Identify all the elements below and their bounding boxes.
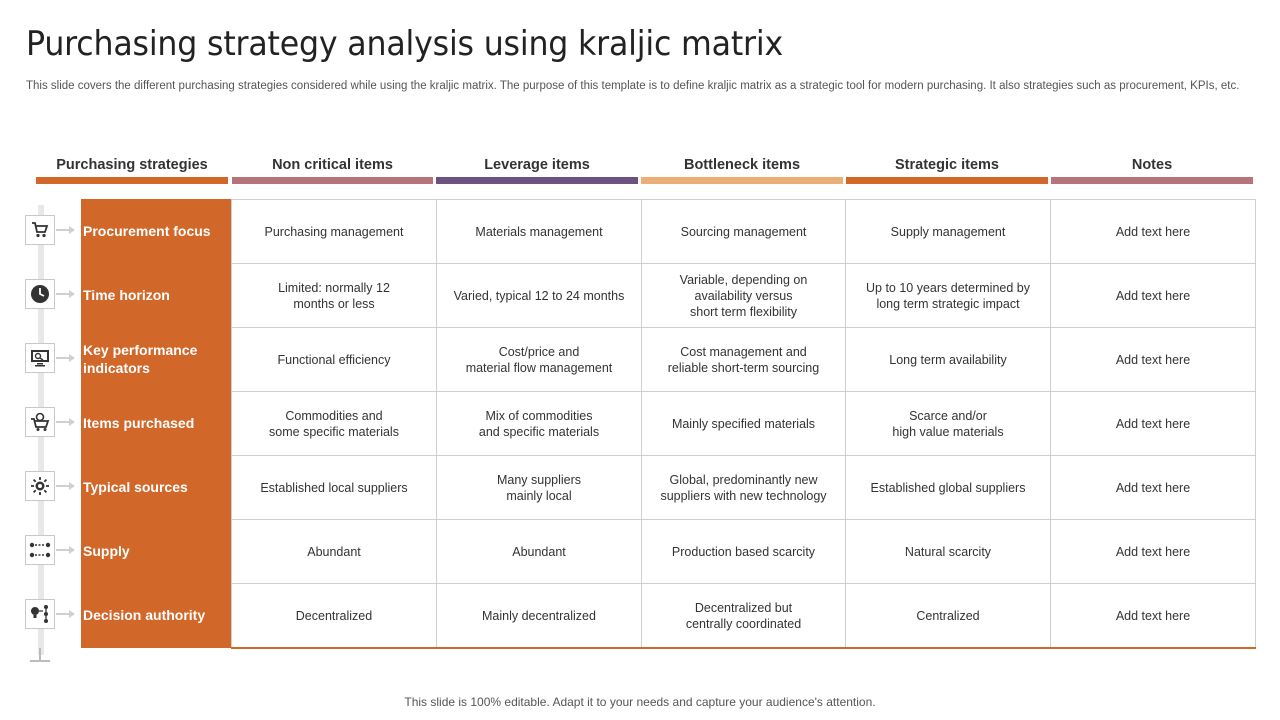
table-cell: Supply management bbox=[845, 199, 1051, 264]
column-header-bar bbox=[436, 177, 638, 184]
table-cell: Cost/price and material flow management bbox=[436, 327, 642, 392]
column-header: Strategic items bbox=[846, 150, 1048, 184]
column-header-label: Purchasing strategies bbox=[56, 157, 208, 173]
row-arrow-icon bbox=[69, 226, 75, 234]
column-header-bar bbox=[846, 177, 1048, 184]
timeline-base bbox=[30, 660, 50, 662]
notes-cell[interactable]: Add text here bbox=[1050, 263, 1256, 328]
notes-cell[interactable]: Add text here bbox=[1050, 391, 1256, 456]
row-connector bbox=[56, 229, 70, 231]
column-header-bar bbox=[641, 177, 843, 184]
table-cell: Functional efficiency bbox=[231, 327, 437, 392]
row-arrow-icon bbox=[69, 482, 75, 490]
table-cell: Up to 10 years determined by long term s… bbox=[845, 263, 1051, 328]
row-label: Supply bbox=[83, 543, 130, 559]
row-label: Procurement focus bbox=[83, 223, 211, 239]
kraljic-table: Purchasing management Materials managemen… bbox=[231, 199, 1256, 649]
table-cell: Mix of commodities and specific material… bbox=[436, 391, 642, 456]
notes-cell[interactable]: Add text here bbox=[1050, 327, 1256, 392]
table-cell: Sourcing management bbox=[641, 199, 846, 264]
table-cell: Purchasing management bbox=[231, 199, 437, 264]
notes-cell[interactable]: Add text here bbox=[1050, 199, 1256, 264]
column-header-label: Strategic items bbox=[895, 157, 999, 173]
flow-nodes-icon bbox=[25, 535, 55, 565]
column-header-bar bbox=[1051, 177, 1253, 184]
shopping-cart-icon bbox=[25, 407, 55, 437]
row-label: Items purchased bbox=[83, 415, 195, 431]
table-row: Functional efficiency Cost/price and mate… bbox=[231, 327, 1256, 392]
table-cell: Abundant bbox=[231, 519, 437, 584]
table-cell: Abundant bbox=[436, 519, 642, 584]
row-connector bbox=[56, 485, 70, 487]
table-row: Purchasing management Materials managemen… bbox=[231, 199, 1256, 264]
table-cell: Long term availability bbox=[845, 327, 1051, 392]
table-cell: Natural scarcity bbox=[845, 519, 1051, 584]
column-header: Leverage items bbox=[436, 150, 638, 184]
row-label: Decision authority bbox=[83, 607, 206, 623]
strategy-column bbox=[81, 199, 231, 648]
row-arrow-icon bbox=[69, 610, 75, 618]
row-connector bbox=[56, 421, 70, 423]
table-row: Decentralized Mainly decentralized Decentr… bbox=[231, 583, 1256, 649]
timeline-stem bbox=[39, 648, 41, 660]
table-cell: Global, predominantly new suppliers with… bbox=[641, 455, 846, 520]
column-header: Notes bbox=[1051, 150, 1253, 184]
table-row: Limited: normally 12 months or less Varie… bbox=[231, 263, 1256, 328]
row-arrow-icon bbox=[69, 546, 75, 554]
clock-icon bbox=[25, 279, 55, 309]
notes-cell[interactable]: Add text here bbox=[1050, 519, 1256, 584]
page-title: Purchasing strategy analysis using kralj… bbox=[26, 24, 784, 64]
table-cell: Varied, typical 12 to 24 months bbox=[436, 263, 642, 328]
table-row: Established local suppliers Many supplier… bbox=[231, 455, 1256, 520]
table-cell: Mainly decentralized bbox=[436, 583, 642, 649]
idea-steps-icon bbox=[25, 599, 55, 629]
table-cell: Established local suppliers bbox=[231, 455, 437, 520]
column-header: Purchasing strategies bbox=[36, 150, 228, 184]
table-cell: Scarce and/or high value materials bbox=[845, 391, 1051, 456]
cart-icon bbox=[25, 215, 55, 245]
column-header: Bottleneck items bbox=[641, 150, 843, 184]
row-connector bbox=[56, 357, 70, 359]
column-header: Non critical items bbox=[232, 150, 433, 184]
row-label: Typical sources bbox=[83, 479, 188, 495]
row-arrow-icon bbox=[69, 418, 75, 426]
table-cell: Limited: normally 12 months or less bbox=[231, 263, 437, 328]
column-header-label: Leverage items bbox=[484, 157, 590, 173]
table-cell: Materials management bbox=[436, 199, 642, 264]
page-description: This slide covers the different purchasi… bbox=[26, 80, 1240, 92]
row-label: Key performance indicators bbox=[83, 342, 198, 376]
table-cell: Production based scarcity bbox=[641, 519, 846, 584]
table-cell: Cost management and reliable short-term … bbox=[641, 327, 846, 392]
monitor-search-icon bbox=[25, 343, 55, 373]
table-cell: Commodities and some specific materials bbox=[231, 391, 437, 456]
table-row: Commodities and some specific materials M… bbox=[231, 391, 1256, 456]
column-header-label: Notes bbox=[1131, 157, 1173, 173]
column-header-label: Non critical items bbox=[272, 157, 393, 173]
row-arrow-icon bbox=[69, 290, 75, 298]
table-cell: Many suppliers mainly local bbox=[436, 455, 642, 520]
table-cell: Mainly specified materials bbox=[641, 391, 846, 456]
row-connector bbox=[56, 613, 70, 615]
table-cell: Centralized bbox=[845, 583, 1051, 649]
column-header-bar bbox=[232, 177, 433, 184]
notes-cell[interactable]: Add text here bbox=[1050, 455, 1256, 520]
sun-gear-icon bbox=[25, 471, 55, 501]
table-cell: Decentralized but centrally coordinated bbox=[641, 583, 846, 649]
row-label: Time horizon bbox=[83, 287, 170, 303]
table-cell: Decentralized bbox=[231, 583, 437, 649]
footer-note: This slide is 100% editable. Adapt it to… bbox=[404, 695, 876, 709]
column-header-bar bbox=[36, 177, 228, 184]
table-cell: Variable, depending on availability vers… bbox=[641, 263, 846, 328]
row-connector bbox=[56, 293, 70, 295]
row-arrow-icon bbox=[69, 354, 75, 362]
row-connector bbox=[56, 549, 70, 551]
table-cell: Established global suppliers bbox=[845, 455, 1051, 520]
column-header-label: Bottleneck items bbox=[683, 157, 801, 173]
notes-cell[interactable]: Add text here bbox=[1050, 583, 1256, 649]
table-row: Abundant Abundant Production based scarcit… bbox=[231, 519, 1256, 584]
